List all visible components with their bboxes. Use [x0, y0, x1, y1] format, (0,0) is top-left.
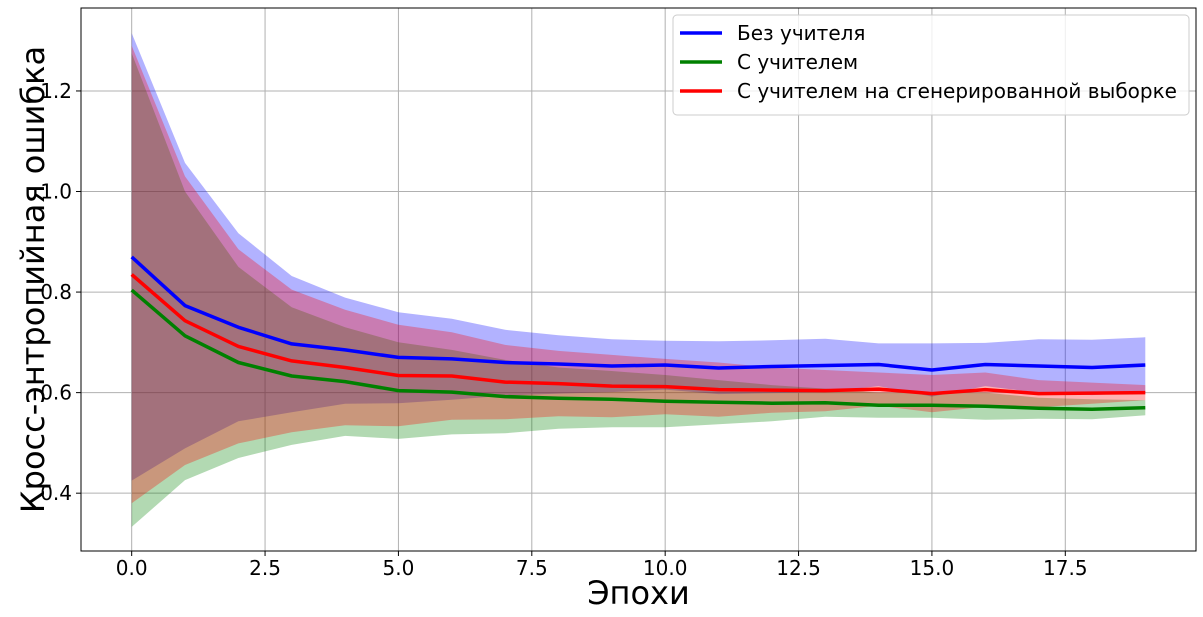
x-tick-label: 0.0	[116, 556, 148, 580]
line-series-1	[130, 288, 1146, 411]
legend-box	[672, 14, 1190, 116]
tick-marks	[76, 90, 1066, 556]
y-tick-label: 0.4	[40, 481, 72, 505]
legend-label-2: С учителем на сгенерированной выборке	[737, 79, 1177, 103]
x-tick-label: 15.0	[910, 556, 955, 580]
x-axis-title: Эпохи	[587, 574, 690, 612]
legend-items: Без учителя С учителем С учителем на сгене…	[680, 21, 1177, 103]
series-lines	[130, 255, 1146, 411]
x-tick-label: 2.5	[249, 556, 281, 580]
band-series-0	[131, 33, 1146, 481]
y-tick-label: 0.8	[40, 280, 72, 304]
y-tick-label: 0.6	[40, 381, 72, 405]
legend-label-0: Без учителя	[737, 21, 865, 45]
x-tick-label: 10.0	[643, 556, 688, 580]
legend-label-1: С учителем	[737, 50, 858, 74]
y-axis-title: Кросс-энтропийная ошибка	[14, 46, 52, 513]
legend: Без учителя С учителем С учителем на сгене…	[672, 14, 1190, 116]
x-tick-label: 12.5	[776, 556, 821, 580]
y-tick-label: 1.0	[40, 180, 72, 204]
x-tick-label: 17.5	[1043, 556, 1088, 580]
x-tick-label: 7.5	[516, 556, 548, 580]
line-series-0	[130, 255, 1146, 372]
band-series-1	[131, 53, 1146, 527]
y-tick-label: 1.2	[40, 79, 72, 103]
plot-frame	[80, 7, 1197, 552]
x-tick-labels: 0.0 2.5 5.0 7.5 10.0 12.5 15.0 17.5	[116, 556, 1088, 580]
line-series-2	[130, 273, 1146, 396]
y-tick-labels: 0.4 0.6 0.8 1.0 1.2	[40, 79, 72, 505]
x-tick-label: 5.0	[383, 556, 415, 580]
